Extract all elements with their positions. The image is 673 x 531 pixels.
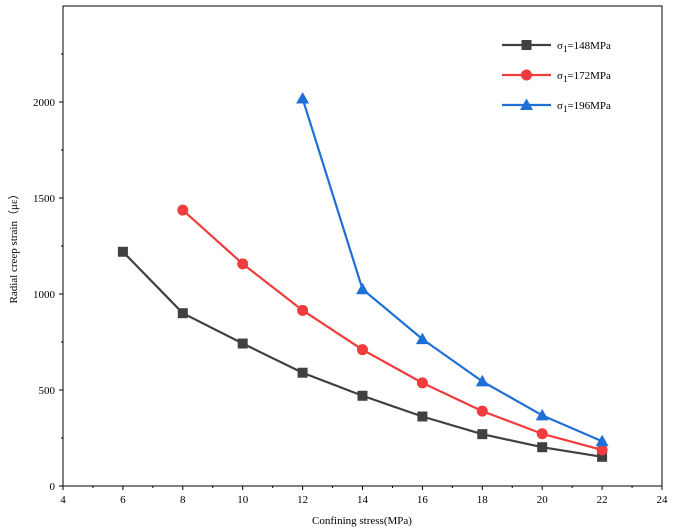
x-axis-label: Confining stress(MPa): [312, 515, 412, 527]
series-line: [301, 98, 603, 443]
y-tick-label: 1500: [33, 193, 56, 205]
data-point: [237, 338, 248, 349]
data-point: [596, 444, 608, 456]
x-tick-label: 16: [417, 494, 429, 506]
data-point: [417, 411, 428, 422]
legend-marker: [520, 98, 533, 110]
legend-item: σ1=172MPa: [502, 69, 611, 84]
series-3: [296, 92, 609, 447]
data-point: [475, 374, 489, 387]
legend-label-subscript: 1: [563, 104, 568, 114]
y-tick-label: 2000: [33, 97, 56, 109]
data-point: [237, 258, 249, 270]
series-layer: [117, 92, 609, 462]
legend-label-value: =148MPa: [567, 40, 611, 52]
series-2: [177, 204, 608, 456]
data-point: [356, 282, 369, 295]
legend-label-value: =172MPa: [567, 70, 611, 82]
x-tick-label: 12: [297, 494, 308, 506]
x-tick-label: 20: [537, 494, 549, 506]
legend-item: σ1=148MPa: [502, 40, 611, 54]
data-point: [477, 429, 488, 440]
data-point: [535, 408, 549, 421]
legend-label-subscript: 1: [563, 44, 568, 54]
data-point: [297, 367, 308, 378]
legend-label: σ1=148MPa: [557, 40, 611, 54]
legend-label: σ1=172MPa: [557, 70, 611, 84]
data-point: [537, 442, 548, 453]
data-point: [177, 204, 189, 216]
data-point: [416, 377, 428, 389]
data-point: [476, 405, 488, 417]
x-tick-label: 22: [597, 494, 608, 506]
series-1: [117, 246, 608, 462]
legend-label: σ1=196MPa: [557, 100, 611, 114]
legend-item: σ1=196MPa: [502, 98, 611, 114]
data-point: [595, 434, 609, 447]
legend-label-symbol: σ: [557, 100, 563, 112]
data-point: [536, 428, 548, 440]
x-tick-label: 4: [60, 494, 66, 506]
data-point: [117, 246, 128, 257]
data-point: [597, 451, 608, 462]
legend-label-symbol: σ: [557, 70, 563, 82]
data-point: [297, 304, 309, 316]
series-line: [182, 209, 603, 451]
x-axis-ticks: 4 6 8 10 12 14 16 18 20 22 24: [60, 486, 668, 506]
y-tick-label: 1000: [33, 289, 56, 301]
y-axis-label: Radial creep strain（με）: [7, 189, 20, 304]
x-tick-label: 18: [477, 494, 489, 506]
legend-marker: [521, 40, 532, 50]
data-point: [357, 390, 368, 401]
x-tick-label: 10: [237, 494, 249, 506]
data-point: [296, 92, 310, 104]
y-tick-label: 0: [50, 481, 56, 493]
data-point: [415, 332, 429, 345]
legend-label-symbol: σ: [557, 40, 563, 52]
legend-marker: [521, 69, 532, 81]
x-tick-label: 24: [657, 494, 669, 506]
data-point: [357, 344, 368, 356]
y-tick-label: 500: [39, 385, 56, 397]
data-point: [177, 308, 188, 319]
y-axis-ticks: 0 500 1000 1500 2000: [33, 53, 63, 493]
x-tick-label: 8: [180, 494, 186, 506]
x-tick-label: 14: [357, 494, 369, 506]
x-tick-label: 6: [120, 494, 126, 506]
legend-label-subscript: 1: [563, 74, 568, 84]
legend-label-value: =196MPa: [567, 100, 611, 112]
